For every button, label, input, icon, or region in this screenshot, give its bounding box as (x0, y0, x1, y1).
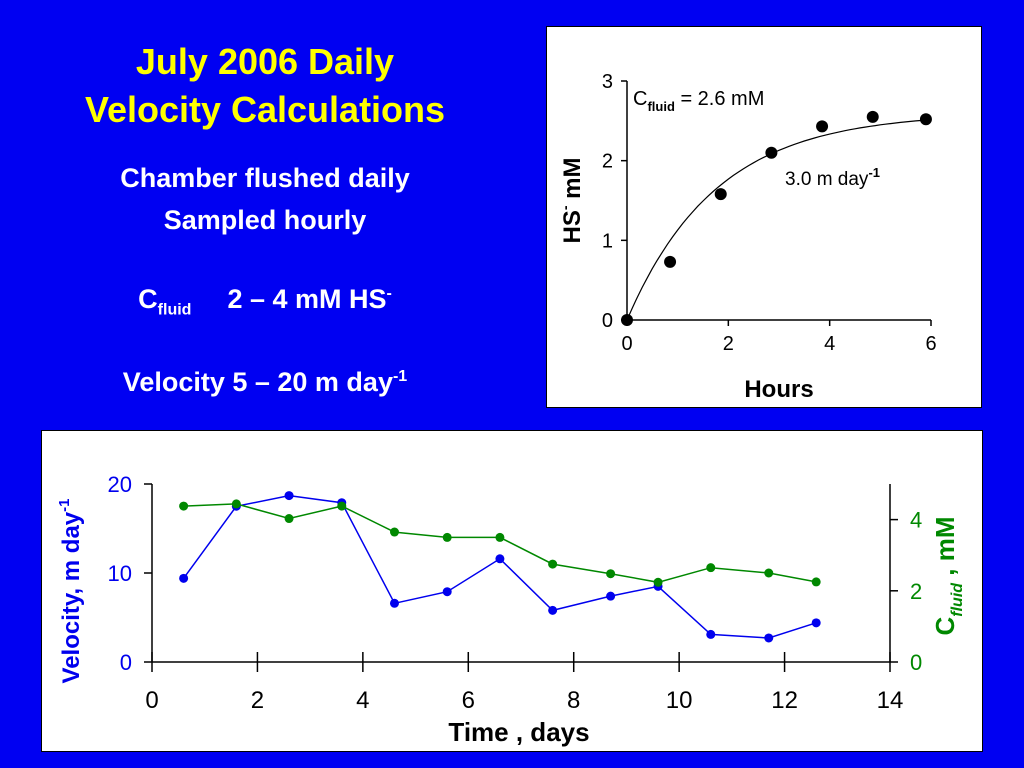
time-series-chart-panel: Time , days Velocity, m day-1 Cfluid , m… (41, 430, 983, 752)
chart2-velocity-point (764, 633, 774, 643)
chart1-data-point (816, 120, 829, 133)
info-cfluid-c: C (138, 284, 158, 314)
chart2-left-tick-label: 0 (120, 650, 132, 675)
chart2-velocity-point (548, 605, 558, 615)
chart1-y-axis-label: HS- mM (557, 157, 586, 243)
chart2-right-tick-label: 0 (910, 650, 922, 675)
chart1-data-point (765, 146, 778, 159)
chart2-cfluid-point (764, 568, 774, 578)
chart1-y-tick-label: 3 (602, 71, 613, 93)
chart1-y-tick-label: 2 (602, 151, 613, 173)
chart2-left-label-sup: -1 (56, 499, 73, 512)
info-velocity-text: Velocity 5 – 20 m day (122, 367, 393, 397)
title-line-2: Velocity Calculations (84, 89, 446, 130)
concentration-chart-panel: HS- mM Hours Cfluid = 2.6 mM 3.0 m day-1… (546, 26, 982, 408)
chart1-ylabel-space (559, 199, 586, 206)
chart1-velocity-annotation: 3.0 m day-1 (785, 165, 880, 190)
chart2-cfluid-point (179, 501, 189, 511)
chart2-velocity-point (606, 591, 616, 601)
chart2-x-tick-label: 14 (877, 687, 904, 714)
concentration-chart: HS- mM Hours Cfluid = 2.6 mM 3.0 m day-1… (557, 71, 937, 403)
chart2-x-tick-label: 2 (251, 687, 264, 714)
chart2-right-label-c: C (930, 617, 960, 636)
chart2-velocity-point (706, 629, 716, 639)
chart2-cfluid-point (548, 559, 558, 569)
chart1-ylabel-unit: mM (559, 157, 586, 198)
chart2-left-label-text: Velocity, m day (58, 511, 85, 683)
chart2-velocity-point (442, 587, 452, 597)
chart2-velocity-point (179, 573, 189, 583)
chart1-data-point (621, 314, 633, 326)
chart1-y-tick-label: 0 (602, 310, 613, 332)
chart2-cfluid-line (183, 503, 817, 584)
slide-title: July 2006 Daily Velocity Calculations (40, 38, 490, 134)
chart2-velocity-point (284, 491, 294, 501)
info-velocity-sup: -1 (392, 368, 408, 385)
chart2-cfluid-point (495, 532, 505, 542)
chart1-x-axis-label: Hours (744, 376, 813, 403)
chart2-x-tick-label: 8 (567, 687, 580, 714)
chart1-fit-curve (626, 119, 932, 321)
chart2-right-label-sub: fluid (949, 582, 966, 617)
chart1-velocity-text: 3.0 m day (785, 169, 869, 190)
title-line-1: July 2006 Daily (135, 41, 395, 82)
chart1-velocity-sup: -1 (868, 165, 880, 180)
chart2-cfluid-point (706, 563, 716, 573)
chart2-left-tick-label: 20 (108, 472, 132, 497)
info-line-2: Sampled hourly (163, 205, 367, 235)
chart1-x-tick-label: 6 (925, 333, 936, 355)
chart1-ylabel-main: HS (559, 210, 586, 243)
chart2-cfluid-point (337, 501, 347, 511)
chart2-cfluid-point (284, 514, 294, 524)
chart2-cfluid-point (606, 569, 616, 579)
chart2-velocity-line (182, 494, 817, 639)
chart2-velocity-point (495, 554, 505, 564)
chart2-velocity-point (811, 618, 821, 628)
chart2-left-axis-label: Velocity, m day-1 (56, 499, 85, 684)
chart2-cfluid-point (653, 577, 663, 587)
chart2-x-tick-label: 12 (771, 687, 798, 714)
chart2-right-label-unit: , mM (930, 517, 960, 583)
chart2-right-tick-label: 2 (910, 579, 922, 604)
chart1-data-point (714, 188, 727, 201)
info-cfluid-sup: - (386, 285, 392, 302)
time-series-chart: Time , days Velocity, m day-1 Cfluid , m… (56, 472, 966, 747)
chart1-cfluid-c: C (633, 88, 647, 110)
chart2-velocity-point (389, 598, 399, 608)
chart2-cfluid-point (811, 577, 821, 587)
chart1-y-tick-label: 1 (602, 230, 613, 252)
chart2-cfluid-point (389, 527, 399, 537)
chart2-right-tick-label: 4 (910, 508, 922, 533)
chart2-x-tick-label: 4 (356, 687, 369, 714)
chart1-x-tick-label: 4 (824, 333, 835, 355)
chart2-left-tick-label: 10 (108, 561, 132, 586)
info-cfluid-value: 2 – 4 mM HS (227, 284, 387, 314)
chart1-cfluid-annotation: Cfluid = 2.6 mM (633, 88, 764, 114)
chart1-cfluid-value: = 2.6 mM (675, 88, 764, 110)
chart1-x-tick-label: 2 (723, 333, 734, 355)
chart1-data-point (866, 110, 879, 123)
info-cfluid-range: Cfluid 2 – 4 mM HS- (30, 284, 500, 319)
chart1-x-tick-label: 0 (621, 333, 632, 355)
chart2-x-tick-label: 10 (666, 687, 693, 714)
chart1-ylabel-sup: - (557, 205, 573, 210)
chart1-data-point (919, 113, 932, 126)
chart1-cfluid-sub: fluid (647, 99, 674, 114)
chart2-cfluid-point (231, 499, 241, 509)
chart1-data-point (664, 255, 677, 268)
chart2-x-axis-label: Time , days (448, 717, 589, 747)
info-cfluid-sub: fluid (157, 301, 192, 319)
info-velocity-range: Velocity 5 – 20 m day-1 (30, 367, 500, 398)
chart2-x-tick-label: 6 (462, 687, 475, 714)
chart2-right-axis-label: Cfluid , mM (930, 517, 966, 636)
chart2-cfluid-point (442, 532, 452, 542)
chart2-x-tick-label: 0 (145, 687, 158, 714)
info-line-1: Chamber flushed daily (120, 163, 410, 193)
